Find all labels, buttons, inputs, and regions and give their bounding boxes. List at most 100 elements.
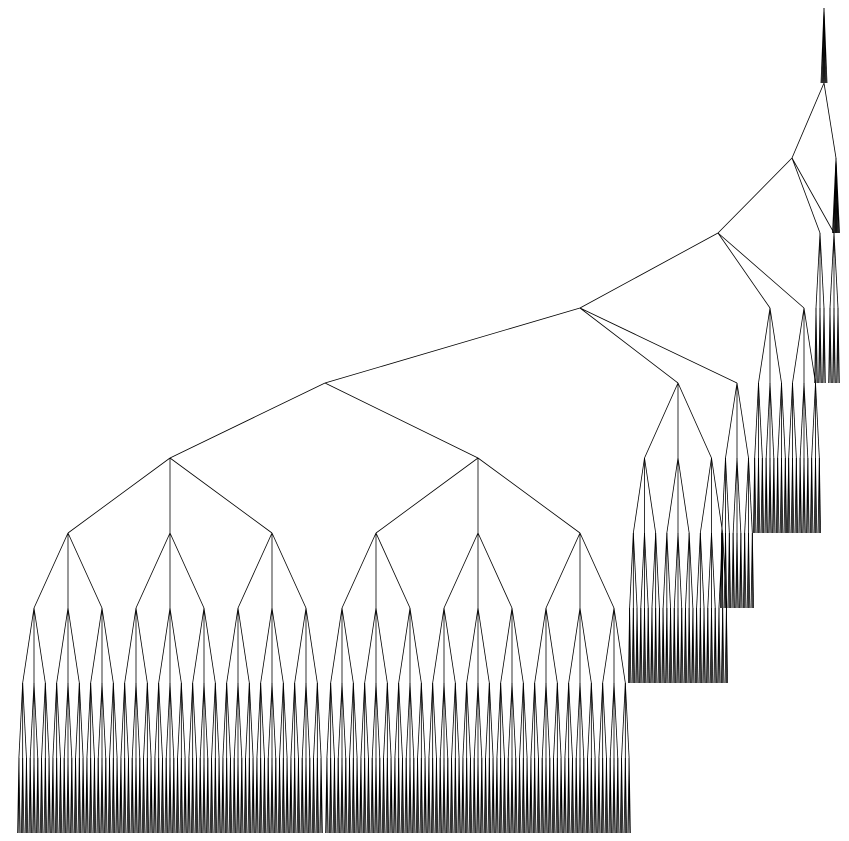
tree-edge [218, 757, 221, 834]
tree-edge [124, 682, 129, 759]
tree-edge [587, 757, 590, 834]
tree-edge [199, 757, 202, 834]
tree-edge [640, 607, 643, 684]
tree-edge [553, 682, 558, 759]
tree-edge [405, 757, 408, 834]
tree-edge [522, 757, 525, 834]
tree-edge [696, 607, 699, 684]
tree-edge [662, 532, 668, 609]
tree-edge [609, 757, 612, 834]
tree-edge [158, 607, 171, 684]
tree-edge [632, 457, 645, 534]
tree-edge [146, 682, 152, 759]
tree-edge [488, 757, 491, 834]
tree-edge [192, 682, 197, 759]
tree-edge [180, 682, 186, 759]
tree-edge [109, 682, 114, 759]
tree-edge [260, 757, 263, 834]
tree-edge [677, 532, 683, 609]
tree-edge [428, 682, 434, 759]
tree-edge [799, 457, 802, 534]
tree-edge [63, 757, 66, 834]
tree-edge [364, 607, 377, 684]
tree-edge [579, 532, 615, 609]
tree-edge [598, 757, 601, 834]
tree-edge [666, 532, 671, 609]
tree-edge [744, 532, 747, 609]
tree-edge [78, 682, 84, 759]
tree-edge [534, 757, 537, 834]
tree-edge [688, 607, 691, 684]
tree-edge [462, 757, 465, 834]
tree-edge [33, 607, 46, 684]
tree-edge [316, 682, 322, 759]
tree-edge [169, 607, 182, 684]
tree-edge [699, 607, 702, 684]
tree-edge [230, 757, 233, 834]
tree-edge [815, 232, 821, 309]
tree-edge [105, 757, 108, 834]
tree-edge [290, 682, 296, 759]
tree-edge [761, 457, 765, 534]
tree-edge [598, 682, 604, 759]
tree-edge [94, 757, 97, 834]
tree-edge [150, 757, 153, 834]
tree-edge [124, 607, 137, 684]
tree-edge [835, 157, 840, 234]
tree-edge [781, 382, 786, 459]
tree-edge [146, 757, 149, 834]
tree-edge [519, 682, 524, 759]
tree-edge [560, 757, 563, 834]
tree-edge [124, 757, 127, 834]
tree-edge [744, 457, 749, 534]
tree-edge [791, 157, 821, 234]
tree-edge [264, 757, 267, 834]
tree-edge [241, 757, 244, 834]
tree-edge [769, 382, 775, 459]
tree-edge [184, 757, 187, 834]
tree-edge [128, 757, 131, 834]
tree-edge [165, 757, 168, 834]
tree-edge [226, 607, 239, 684]
tree-edge [90, 757, 93, 834]
tree-edge [383, 682, 388, 759]
tree-edge [18, 757, 21, 834]
tree-edge [394, 757, 397, 834]
tree-edge [644, 607, 647, 684]
tree-edge [398, 607, 411, 684]
tree-edge [67, 682, 73, 759]
tree-edge [717, 232, 805, 309]
tree-edge [602, 682, 607, 759]
tree-edge [500, 607, 513, 684]
tree-edge [116, 757, 119, 834]
tree-edge [473, 682, 479, 759]
tree-edge [662, 607, 665, 684]
tree-edge [594, 757, 597, 834]
tree-edge [522, 682, 528, 759]
tree-edge [305, 757, 308, 834]
tree-edge [526, 757, 529, 834]
tree-edge [203, 607, 216, 684]
tree-edge [477, 757, 480, 834]
tree-edge [711, 607, 714, 684]
tree-edge [829, 232, 835, 309]
tree-edge [330, 757, 333, 834]
tree-edge [417, 757, 420, 834]
tree-edge [477, 457, 581, 534]
tree-edge [748, 532, 751, 609]
tree-edge [485, 682, 490, 759]
tree-edge [504, 757, 507, 834]
tree-edge [177, 757, 180, 834]
tree-edge [398, 682, 403, 759]
tree-edge [462, 682, 468, 759]
tree-edge [248, 682, 254, 759]
tree-edge [390, 757, 393, 834]
tree-edge [754, 457, 757, 534]
tree-edge [725, 532, 728, 609]
tree-edge [67, 757, 70, 834]
tree-edge [402, 757, 405, 834]
tree-edge [439, 682, 445, 759]
tree-edge [192, 607, 205, 684]
